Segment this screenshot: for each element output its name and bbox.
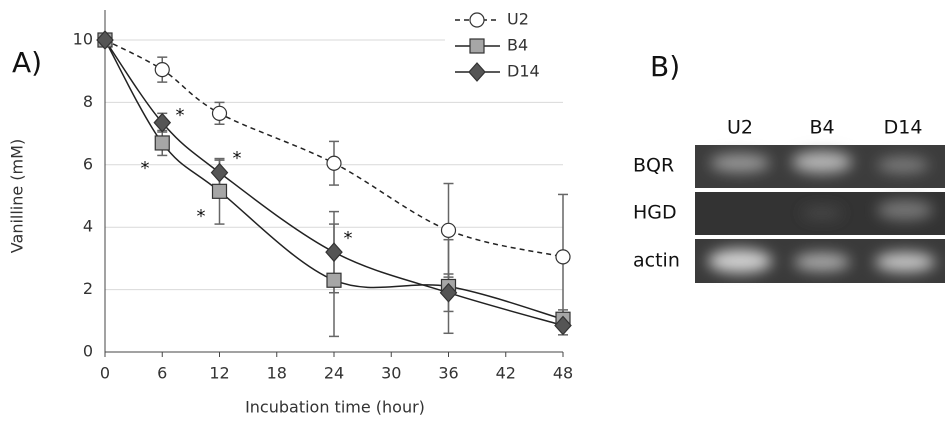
panel-label: A) <box>12 46 42 79</box>
annotation: * <box>176 105 185 126</box>
y-tick-label: 6 <box>83 154 93 173</box>
gel-column-label: U2 <box>727 117 753 139</box>
gel-row-label: actin <box>633 250 680 272</box>
marker <box>326 243 342 261</box>
y-tick-label: 2 <box>83 279 93 298</box>
marker <box>556 250 570 264</box>
y-tick-label: 10 <box>73 30 93 49</box>
marker <box>327 156 341 170</box>
annotation: * <box>141 158 150 179</box>
marker <box>212 164 228 182</box>
x-tick-label: 30 <box>381 364 401 383</box>
gel-panel: B) U2 B4 D14 BQR HGD actin <box>633 50 945 283</box>
gel-column-label: B4 <box>809 117 834 139</box>
x-tick-label: 42 <box>496 364 516 383</box>
figure: A) Incubation time (hour) Vanilline (mM)… <box>0 0 947 423</box>
y-tick-label: 4 <box>83 217 93 236</box>
y-axis-title: Vanilline (mM) <box>8 139 27 253</box>
gel-row-label: HGD <box>633 202 677 224</box>
marker <box>442 223 456 237</box>
legend-label: U2 <box>507 10 529 29</box>
x-tick-label: 48 <box>553 364 573 383</box>
legend-marker <box>470 13 484 27</box>
x-tick-label: 0 <box>100 364 110 383</box>
marker <box>213 184 227 198</box>
marker <box>213 106 227 120</box>
annotation: * <box>344 228 353 249</box>
x-tick-label: 18 <box>267 364 287 383</box>
legend-marker <box>470 39 484 53</box>
marker <box>155 136 169 150</box>
x-tick-label: 12 <box>209 364 229 383</box>
x-tick-label: 36 <box>438 364 458 383</box>
panel-label: B) <box>650 50 680 83</box>
x-axis-title: Incubation time (hour) <box>245 398 425 417</box>
y-tick-label: 0 <box>83 342 93 361</box>
marker <box>155 63 169 77</box>
annotation: * <box>197 206 206 227</box>
annotation: * <box>233 148 242 169</box>
gel-column-label: D14 <box>884 117 923 139</box>
legend-label: D14 <box>507 62 540 81</box>
x-tick-label: 24 <box>324 364 344 383</box>
gel-row-label: BQR <box>633 155 674 177</box>
y-tick-label: 8 <box>83 92 93 111</box>
legend-label: B4 <box>507 36 528 55</box>
x-tick-label: 6 <box>157 364 167 383</box>
marker <box>327 273 341 287</box>
